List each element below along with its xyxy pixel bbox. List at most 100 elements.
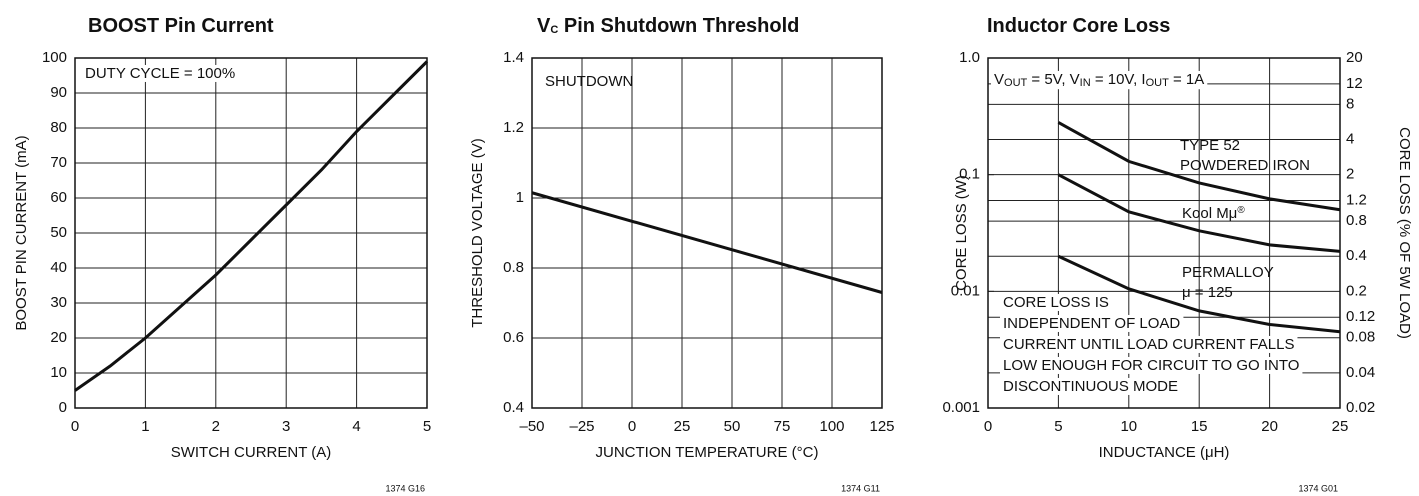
y2-tick-label: 0.08 — [1346, 329, 1375, 346]
annotation: TYPE 52 — [1180, 137, 1240, 154]
footnote: 1374 G01 — [1298, 483, 1338, 493]
x-tick-label: 0 — [71, 418, 79, 435]
annotation: DISCONTINUOUS MODE — [1003, 378, 1178, 395]
series-line — [531, 191, 883, 294]
y2-tick-label: 20 — [1346, 49, 1363, 66]
series-line — [74, 60, 429, 392]
y-tick-label: 10 — [50, 364, 67, 381]
annotation: DUTY CYCLE = 100% — [85, 65, 235, 82]
chart-title-part: Pin Shutdown Threshold — [558, 15, 799, 37]
annotation: μ = 125 — [1182, 284, 1233, 301]
annotation-bg — [1000, 293, 1112, 311]
annotation: Kool Mμ® — [1182, 205, 1245, 222]
y2-tick-label: 0.02 — [1346, 399, 1375, 416]
y-tick-label: 70 — [50, 154, 67, 171]
chart-title-part: Inductor Core Loss — [987, 15, 1170, 37]
y-axis-label: BOOST PIN CURRENT (mA) — [13, 135, 30, 330]
annotation-part: INDEPENDENT OF LOAD — [1003, 315, 1180, 332]
y-tick-label: 50 — [50, 224, 67, 241]
annotation-part: = 1A — [1169, 71, 1204, 88]
x-tick-label: 5 — [1054, 418, 1062, 435]
annotation: SHUTDOWN — [545, 73, 633, 90]
x-tick-label: 50 — [724, 418, 741, 435]
chart-title-part: C — [550, 24, 558, 36]
x-tick-label: 25 — [1332, 418, 1349, 435]
y2-tick-label: 8 — [1346, 95, 1354, 112]
y-tick-label: 0.6 — [503, 329, 524, 346]
y-tick-label: 100 — [42, 49, 67, 66]
annotation-part: CURRENT UNTIL LOAD CURRENT FALLS — [1003, 336, 1294, 353]
annotation-part: POWDERED IRON — [1180, 157, 1310, 174]
annotation: LOW ENOUGH FOR CIRCUIT TO GO INTO — [1003, 357, 1299, 374]
chart-title: Inductor Core Loss — [987, 15, 1170, 37]
y-tick-label: 1 — [516, 189, 524, 206]
x-axis-label: SWITCH CURRENT (A) — [171, 444, 332, 461]
annotation-part: TYPE 52 — [1180, 137, 1240, 154]
x-tick-label: 100 — [819, 418, 844, 435]
y-tick-label: 40 — [50, 259, 67, 276]
x-tick-label: 2 — [212, 418, 220, 435]
x-tick-label: 15 — [1191, 418, 1208, 435]
y-tick-label: 1.0 — [959, 49, 980, 66]
annotation-bg — [82, 64, 239, 82]
plot-frame — [987, 57, 1341, 409]
y-tick-label: 0.4 — [503, 399, 524, 416]
y-tick-label: 30 — [50, 294, 67, 311]
y2-tick-label: 2 — [1346, 166, 1354, 183]
footnote: 1374 G11 — [841, 483, 880, 493]
annotation-part: = 5V, V — [1027, 71, 1079, 88]
x-tick-label: 25 — [674, 418, 691, 435]
annotation-part: μ = 125 — [1182, 284, 1233, 301]
annotation-part: Kool Mμ — [1182, 205, 1237, 222]
x-axis-label: JUNCTION TEMPERATURE (°C) — [596, 444, 819, 461]
annotation-part: = 10V, I — [1091, 71, 1146, 88]
annotation-part: DUTY CYCLE = 100% — [85, 65, 235, 82]
x-tick-label: 125 — [869, 418, 894, 435]
x-tick-label: 0 — [984, 418, 992, 435]
annotation-part: CORE LOSS IS — [1003, 294, 1109, 311]
annotation-part: V — [994, 71, 1004, 88]
annotation-part: IN — [1080, 77, 1091, 89]
y-axis-label: CORE LOSS (W) — [953, 175, 970, 291]
x-tick-label: 1 — [141, 418, 149, 435]
footnote: 1374 G16 — [385, 483, 425, 493]
annotation-bg — [1000, 377, 1182, 395]
annotation: CORE LOSS IS — [1003, 294, 1109, 311]
annotation-part: ® — [1237, 205, 1245, 216]
y-tick-label: 0.1 — [959, 166, 980, 183]
x-tick-label: 0 — [628, 418, 636, 435]
chart-title-part: BOOST Pin Current — [88, 15, 274, 37]
y-tick-label: 0.001 — [942, 399, 980, 416]
y2-tick-label: 0.12 — [1346, 308, 1375, 325]
annotation: CURRENT UNTIL LOAD CURRENT FALLS — [1003, 336, 1294, 353]
annotation-bg — [1000, 356, 1303, 374]
y-tick-label: 1.4 — [503, 49, 524, 66]
plot-frame — [74, 57, 428, 409]
annotation-bg — [991, 70, 1208, 90]
annotation-part: OUT — [1146, 77, 1170, 89]
y-tick-label: 0.01 — [951, 282, 980, 299]
x-tick-label: 10 — [1120, 418, 1137, 435]
y2-tick-label: 0.2 — [1346, 282, 1367, 299]
plot-frame — [531, 57, 883, 409]
x-tick-label: –50 — [519, 418, 544, 435]
y-tick-label: 20 — [50, 329, 67, 346]
annotation: VOUT = 5V, VIN = 10V, IOUT = 1A — [994, 71, 1204, 89]
y2-tick-label: 0.04 — [1346, 364, 1375, 381]
annotation-part: OUT — [1004, 77, 1028, 89]
y2-tick-label: 12 — [1346, 75, 1363, 92]
annotation-bg — [1000, 335, 1298, 353]
series-line — [1057, 254, 1341, 334]
x-tick-label: 3 — [282, 418, 290, 435]
annotation-part: DISCONTINUOUS MODE — [1003, 378, 1178, 395]
annotation: INDEPENDENT OF LOAD — [1003, 315, 1180, 332]
annotation-bg — [1000, 314, 1184, 332]
series-line — [1057, 121, 1341, 212]
x-tick-label: 75 — [774, 418, 791, 435]
annotation: POWDERED IRON — [1180, 157, 1310, 174]
annotation: PERMALLOY — [1182, 264, 1274, 281]
y-tick-label: 0 — [59, 399, 67, 416]
y2-tick-label: 1.2 — [1346, 192, 1367, 209]
y-tick-label: 0.8 — [503, 259, 524, 276]
